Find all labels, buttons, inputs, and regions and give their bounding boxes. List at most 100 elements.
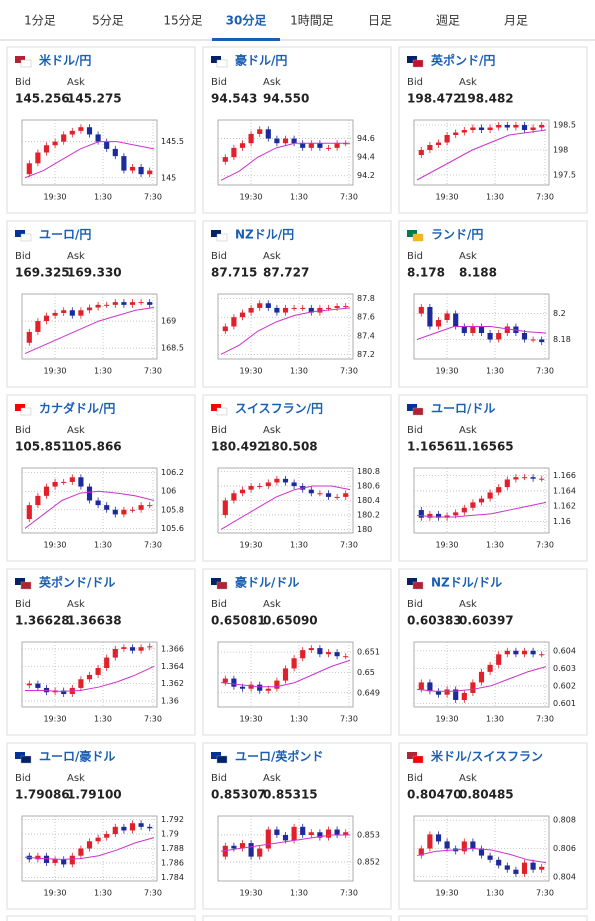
- candle: [521, 333, 528, 340]
- candle: [239, 489, 246, 494]
- card-title[interactable]: ユーロ/ドル: [431, 402, 495, 416]
- card: [6, 220, 196, 388]
- y-tick-label: 94.4: [357, 153, 375, 162]
- candle: [86, 307, 93, 311]
- candle: [470, 127, 476, 130]
- candle: [35, 321, 41, 332]
- y-tick-label: 0.601: [553, 699, 576, 708]
- y-tick-label: 0.651: [357, 648, 380, 657]
- card-title[interactable]: 米ドル/円: [39, 53, 91, 68]
- candle: [418, 307, 424, 314]
- candle: [334, 143, 340, 148]
- candle: [317, 648, 323, 655]
- candle: [112, 302, 118, 305]
- x-tick-label: 1:30: [94, 889, 112, 898]
- candle: [334, 829, 340, 835]
- moving-average: [220, 142, 350, 181]
- candle: [539, 654, 545, 656]
- plot-frame: [217, 641, 354, 708]
- bid-value: 145.256: [15, 92, 70, 106]
- candle: [43, 145, 50, 153]
- card-title[interactable]: ランド/円: [431, 228, 483, 242]
- x-tick-label: 19:30: [239, 541, 262, 550]
- moving-average: [416, 847, 547, 864]
- plot-frame: [217, 119, 354, 186]
- candle: [427, 307, 433, 327]
- tab[interactable]: 週足: [436, 14, 460, 28]
- ask-value: 8.188: [459, 266, 497, 280]
- y-tick-label: 180.8: [357, 467, 380, 476]
- candle: [521, 125, 528, 130]
- tab[interactable]: 5分足: [92, 14, 124, 28]
- moving-average: [220, 307, 351, 355]
- card-title[interactable]: NZドル/ドル: [431, 576, 502, 590]
- candle: [325, 652, 332, 655]
- candle: [147, 505, 153, 507]
- x-tick-label: 19:30: [43, 367, 66, 376]
- card: [398, 220, 588, 388]
- candle: [248, 843, 254, 857]
- card-title[interactable]: ユーロ/豪ドル: [39, 749, 115, 764]
- card-title[interactable]: 豪ドル/円: [235, 53, 287, 68]
- candle: [138, 823, 144, 827]
- flag: [216, 59, 228, 68]
- x-tick-label: 1:30: [290, 193, 308, 202]
- card-title[interactable]: 英ポンド/ドル: [39, 575, 115, 590]
- tab[interactable]: 月足: [504, 14, 528, 28]
- candle: [104, 304, 110, 306]
- card-partial: [202, 915, 392, 921]
- tab[interactable]: 15分足: [163, 14, 202, 28]
- card-title[interactable]: 英ポンド/円: [431, 53, 495, 68]
- candle: [461, 507, 467, 513]
- card-title[interactable]: NZドル/円: [235, 228, 294, 242]
- y-tick-label: 0.852: [357, 858, 380, 867]
- card-title[interactable]: 豪ドル/ドル: [235, 575, 299, 590]
- y-tick-label: 0.602: [553, 681, 576, 690]
- candle: [325, 307, 332, 309]
- candle: [539, 339, 545, 343]
- tab[interactable]: 30分足: [226, 13, 267, 28]
- candle: [470, 502, 476, 508]
- candle: [35, 152, 41, 164]
- x-tick-label: 1:30: [486, 367, 504, 376]
- candle: [539, 866, 545, 870]
- candle: [427, 682, 433, 692]
- x-tick-label: 7:30: [536, 193, 554, 202]
- y-tick-label: 198: [553, 146, 568, 155]
- card-title[interactable]: ユーロ/英ポンド: [235, 749, 323, 764]
- card-partial: [398, 915, 588, 921]
- y-tick-label: 197.5: [553, 171, 576, 180]
- flag: [211, 404, 221, 411]
- flag: [20, 581, 32, 590]
- candle: [444, 135, 450, 143]
- y-tick-label: 1.784: [161, 873, 184, 882]
- candle: [239, 843, 246, 849]
- candle: [257, 486, 263, 488]
- flag: [20, 407, 32, 416]
- candle: [291, 482, 297, 487]
- bid-label: Bid: [211, 251, 227, 262]
- candle: [231, 317, 237, 327]
- ask-label: Ask: [67, 773, 85, 784]
- card-title[interactable]: カナダドル/円: [39, 401, 115, 416]
- x-tick-label: 7:30: [144, 541, 162, 550]
- card-title[interactable]: ユーロ/円: [39, 228, 91, 242]
- candle: [239, 686, 246, 689]
- card-title[interactable]: 米ドル/スイスフラン: [431, 749, 543, 764]
- candle: [147, 646, 153, 648]
- candle: [291, 307, 297, 309]
- candle: [248, 307, 254, 313]
- y-tick-label: 168.5: [161, 344, 184, 353]
- card-title[interactable]: スイスフラン/円: [235, 402, 323, 416]
- x-tick-label: 1:30: [290, 889, 308, 898]
- tab[interactable]: 1分足: [24, 14, 56, 28]
- candle: [444, 841, 450, 849]
- tab[interactable]: 日足: [368, 14, 392, 28]
- candle: [95, 668, 101, 675]
- candle: [427, 834, 433, 849]
- tab[interactable]: 1時間足: [290, 14, 334, 28]
- y-tick-label: 169: [161, 317, 176, 326]
- ask-label: Ask: [263, 251, 281, 262]
- candle: [121, 156, 127, 171]
- x-tick-label: 19:30: [43, 541, 66, 550]
